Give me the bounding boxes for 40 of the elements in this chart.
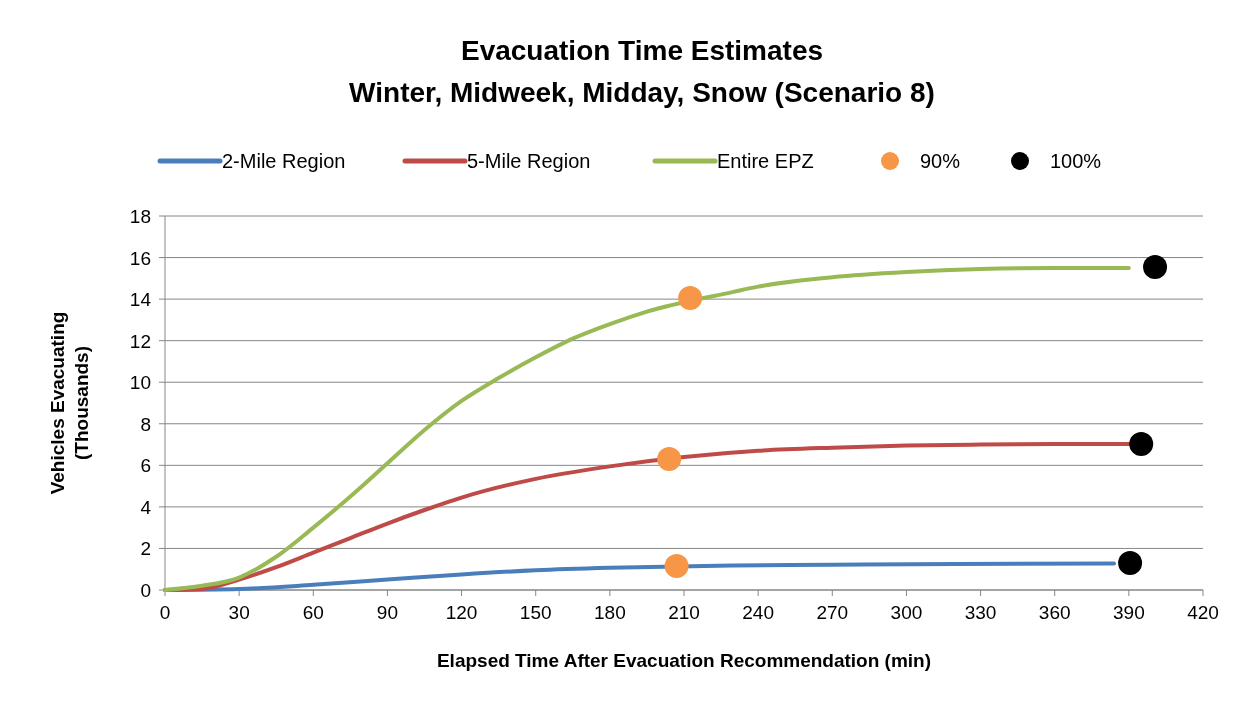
point [678,286,703,311]
y-tick-label: 4 [140,496,152,518]
point [1143,254,1168,279]
x-tick-label: 120 [445,602,478,623]
x-tick-label: 0 [159,602,171,623]
x-tick-label: 270 [816,602,849,623]
y-tick-label: 10 [129,372,151,394]
x-tick-label: 300 [890,602,923,623]
line-series [163,265,1131,592]
x-tick-label: 420 [1187,602,1219,623]
x-tick-label: 240 [742,602,774,623]
x-tick-label: 180 [594,602,626,623]
chart-title: Evacuation Time Estimates Winter, Midweek, Midday, Snow (Scenario 8) [349,35,935,108]
x-tick-label: 330 [964,602,997,623]
point [657,447,682,472]
x-tick-label: 360 [1038,602,1071,623]
x-tick-label: 390 [1113,602,1145,623]
x-tick-label: 60 [302,602,324,623]
point [1129,431,1154,456]
legend-label: 100% [1050,150,1102,172]
legend-label: 2-Mile Region [222,150,346,172]
legend-label: Entire EPZ [717,150,814,172]
x-tick-label: 210 [668,602,700,623]
y-tick-label: 12 [129,330,151,352]
y-tick-label: 16 [129,247,151,269]
y-tick-label: 8 [140,413,151,435]
y-tick-label: 2 [140,538,151,560]
x-tick-label: 150 [519,602,552,623]
x-tick-label: 90 [376,602,398,623]
y-axis-title: Vehicles Evacuating (Thousands) [47,311,92,495]
x-axis-title: Elapsed Time After Evacuation Recommendation (min) [436,650,932,671]
y-tick-label: 14 [129,289,152,311]
x-tick-label: 30 [228,602,250,623]
y-tick-label: 0 [140,580,151,601]
legend-label: 5-Mile Region [467,150,591,172]
y-tick-label: 6 [140,455,151,477]
legend-label: 90% [920,150,961,172]
y-tick-label: 18 [129,206,151,227]
point [664,554,689,579]
point [1118,551,1143,575]
